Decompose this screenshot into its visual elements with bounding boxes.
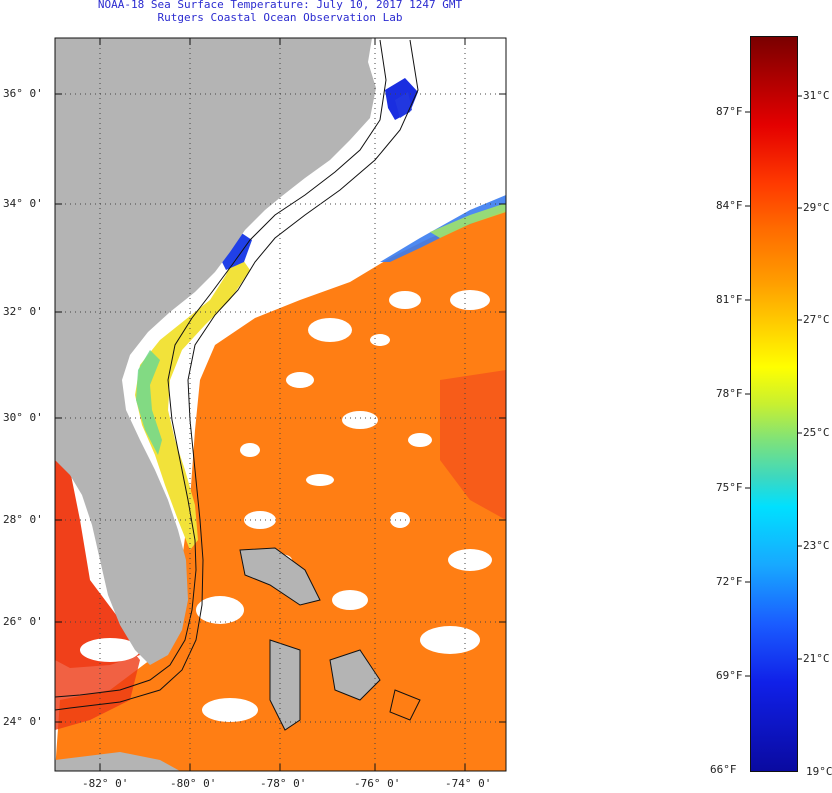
lon-label-80: -80° 0' <box>170 777 217 790</box>
colorbar-f-69: 69°F <box>716 669 743 682</box>
colorbar-c-29: 29°C <box>803 201 830 214</box>
ocean-sst-hot <box>440 370 506 520</box>
lat-label-36: 36° 0' <box>3 87 43 100</box>
colorbar-f-66: 66°F <box>710 763 737 776</box>
lat-label-30: 30° 0' <box>3 411 43 424</box>
ocean-sst-green-north <box>430 203 506 238</box>
colorbar-c-27: 27°C <box>803 313 830 326</box>
title-line-1: NOAA-18 Sea Surface Temperature: July 10… <box>97 0 463 11</box>
lat-label-32: 32° 0' <box>3 305 43 318</box>
colorbar-c-19: 19°C <box>806 765 832 778</box>
sst-colorbar <box>750 36 798 772</box>
map-ticks <box>55 38 506 771</box>
lon-label-82: -82° 0' <box>82 777 129 790</box>
coastal-sst-band <box>135 250 250 550</box>
title-line-2: Rutgers Coastal Ocean Observation Lab <box>157 11 403 24</box>
lon-label-76: -76° 0' <box>354 777 401 790</box>
gulf-sst-hot <box>55 460 140 668</box>
land-cuba <box>55 752 180 771</box>
pamlico-sound <box>395 92 412 118</box>
bahamas-banks <box>240 548 380 730</box>
bathymetry-contours <box>55 39 421 731</box>
graticule <box>55 38 506 771</box>
nearshore-cold-sc <box>220 232 252 270</box>
colorbar-f-84: 84°F <box>716 199 743 212</box>
lat-label-26: 26° 0' <box>3 615 43 628</box>
colorbar-c-23: 23°C <box>803 539 830 552</box>
colorbar-f-87: 87°F <box>716 105 743 118</box>
lon-label-74: -74° 0' <box>445 777 492 790</box>
colorbar-c-21: 21°C <box>803 652 830 665</box>
cloud-patches <box>80 290 492 722</box>
colorbar-c-31: 31°C <box>803 89 830 102</box>
lon-label-78: -78° 0' <box>260 777 307 790</box>
lat-label-24: 24° 0' <box>3 715 43 728</box>
colorbar-f-75: 75°F <box>716 481 743 494</box>
colorbar-c-25: 25°C <box>803 426 830 439</box>
colorbar-f-72: 72°F <box>716 575 743 588</box>
coastal-sst-green <box>136 350 162 455</box>
land-us-southeast <box>55 38 376 665</box>
lat-label-34: 34° 0' <box>3 197 43 210</box>
lat-label-28: 28° 0' <box>3 513 43 526</box>
colorbar-f-81: 81°F <box>716 293 743 306</box>
colorbar-f-78: 78°F <box>716 387 743 400</box>
